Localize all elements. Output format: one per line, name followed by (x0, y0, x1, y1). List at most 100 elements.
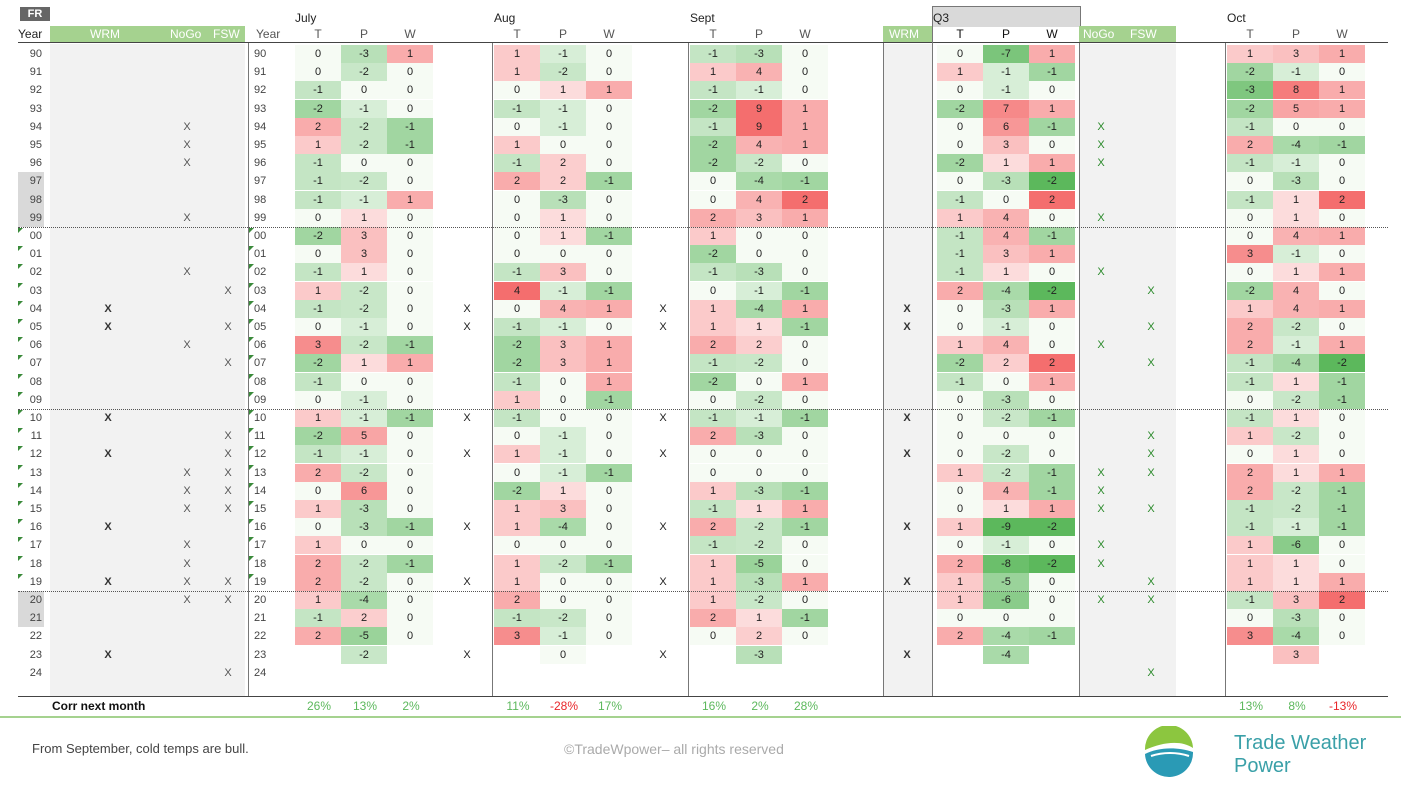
year-label: 93 (29, 102, 42, 115)
cell-oct-t: 1 (1227, 299, 1273, 318)
cell-july-p: -2 (341, 299, 387, 318)
cell-july-w (387, 664, 433, 682)
cell-aug-t: 1 (494, 136, 540, 154)
cell-oct-p: 1 (1273, 263, 1319, 282)
cell-oct-p: -3 (1273, 172, 1319, 191)
footer-copyright: ©TradeWpower– all rights reserved (564, 741, 784, 757)
cell-july-w: 0 (387, 172, 433, 191)
cell-aug-t: 0 (494, 245, 540, 264)
wrm-mark-repeat: X (659, 521, 667, 534)
year-label-inner: 97 (254, 175, 267, 188)
cell-aug-w: 1 (586, 81, 632, 100)
cell-aug-p: 0 (540, 536, 586, 555)
cell-aug-w: -1 (586, 463, 632, 482)
cell-oct-w: 0 (1319, 445, 1365, 464)
cell-sept-p: -5 (736, 554, 782, 573)
cell-july-w: 0 (387, 281, 433, 300)
wrm-mark-repeat: X (463, 412, 471, 424)
cell-q3-t: 0 (937, 390, 983, 409)
cell-oct-p: -1 (1273, 63, 1319, 82)
cell-q3-p: -4 (983, 645, 1029, 664)
year-label: 04 (29, 302, 42, 315)
cell-oct-t: 2 (1227, 318, 1273, 336)
q3-fsw-mark: X (1147, 666, 1155, 679)
row-tick (249, 482, 254, 488)
nogo-mark: X (183, 557, 191, 570)
row-tick (18, 428, 23, 434)
cell-sept-p: -1 (736, 81, 782, 100)
cell-sept-t: 2 (690, 609, 736, 628)
q3-fsw-mark: X (1147, 466, 1155, 479)
cell-q3-t: -1 (937, 263, 983, 282)
year-label-inner: 15 (254, 503, 267, 515)
cell-q3-w: -1 (1029, 463, 1075, 482)
wrm-header: WRM (90, 27, 120, 41)
cell-aug-w: -1 (586, 390, 632, 409)
cell-sept-w: 0 (782, 554, 828, 573)
cell-q3-t: -2 (937, 154, 983, 173)
cell-july-t: 2 (295, 554, 341, 573)
corr-value: 2% (402, 699, 420, 713)
q3-wrm-mark: X (903, 302, 911, 315)
q3-nogo-mark: X (1097, 266, 1105, 279)
cell-july-p: 0 (341, 536, 387, 555)
year-label: 91 (29, 66, 42, 79)
cell-july-t: 2 (295, 627, 341, 646)
row-tick (249, 537, 254, 543)
cell-july-w: 0 (387, 536, 433, 555)
cell-oct-w: 0 (1319, 554, 1365, 573)
row-tick (18, 337, 23, 343)
fsw-mark: X (224, 503, 232, 515)
block-title-oct: Oct (1227, 11, 1246, 25)
row-tick (18, 555, 23, 561)
cell-oct-p: 1 (1273, 409, 1319, 427)
cell-july-w: 0 (387, 445, 433, 464)
cell-july-t: -1 (295, 154, 341, 173)
cell-sept-w: 0 (782, 591, 828, 609)
q3-fsw-mark: X (1147, 594, 1155, 606)
nogo-mark: X (183, 575, 191, 588)
cell-q3-w: 1 (1029, 372, 1075, 391)
cell-oct-p: -1 (1273, 154, 1319, 173)
cell-sept-p: -3 (736, 572, 782, 591)
cell-oct-w: 2 (1319, 591, 1365, 609)
cell-july-p: 5 (341, 427, 387, 446)
cell-q3-p: -5 (983, 572, 1029, 591)
cell-sept-w: 0 (782, 536, 828, 555)
cell-aug-p: 0 (540, 390, 586, 409)
cell-aug-p: -1 (540, 427, 586, 446)
year-label-inner: 21 (254, 612, 267, 625)
cell-aug-w: 0 (586, 591, 632, 609)
year-label: 22 (29, 630, 42, 643)
row-tick (249, 228, 254, 233)
column-divider (248, 43, 249, 696)
cell-oct-p: -4 (1273, 354, 1319, 373)
cell-sept-t: 2 (690, 336, 736, 355)
cell-sept-p: 9 (736, 117, 782, 136)
row-tick (18, 519, 23, 525)
cell-july-p: -2 (341, 63, 387, 82)
cell-q3-p: -6 (983, 591, 1029, 609)
cell-oct-p (1273, 664, 1319, 682)
cell-q3-w: 0 (1029, 136, 1075, 154)
cell-july-t: 3 (295, 336, 341, 355)
cell-july-p: 1 (341, 263, 387, 282)
block-title-q3: Q3 (933, 11, 950, 25)
corr-value: 28% (793, 699, 819, 713)
subheader-w: W (799, 27, 811, 41)
cell-sept-w: 0 (782, 463, 828, 482)
cell-july-p: -2 (341, 136, 387, 154)
year-label-inner: 22 (254, 630, 267, 643)
cell-sept-t: 0 (690, 463, 736, 482)
cell-q3-t: 0 (937, 609, 983, 628)
cell-aug-p: 0 (540, 409, 586, 427)
cell-oct-w: 0 (1319, 63, 1365, 82)
cell-aug-p: 4 (540, 299, 586, 318)
cell-july-w: -1 (387, 518, 433, 537)
row-tick (249, 519, 254, 525)
year-label-inner: 90 (254, 48, 267, 60)
cell-q3-p: 3 (983, 245, 1029, 264)
cell-aug-t: 0 (494, 227, 540, 245)
cell-july-p: -2 (341, 554, 387, 573)
cell-q3-w: 1 (1029, 45, 1075, 63)
